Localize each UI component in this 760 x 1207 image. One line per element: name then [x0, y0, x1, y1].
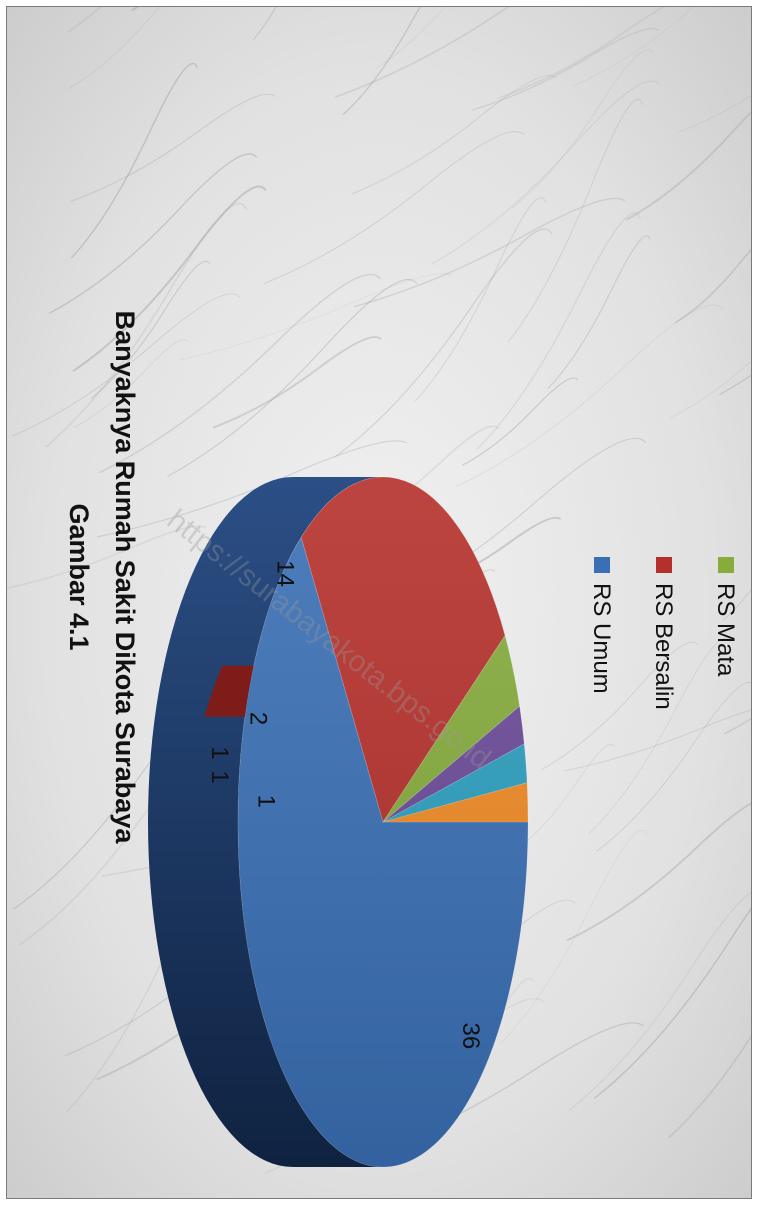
- marble-vein: [722, 589, 751, 621]
- marble-vein: [178, 273, 453, 361]
- marble-vein: [588, 638, 731, 835]
- marble-vein: [334, 228, 553, 458]
- marble-vein: [45, 202, 247, 448]
- marble-vein: [73, 339, 189, 429]
- marble-vein: [414, 197, 546, 402]
- marble-vein: [72, 185, 267, 373]
- marble-vein: [564, 709, 751, 772]
- legend-swatch: [656, 557, 672, 573]
- data-label-rs-jiwa: 1: [206, 746, 233, 759]
- marble-vein: [352, 75, 557, 195]
- marble-vein: [675, 248, 751, 324]
- data-label-rs-bersalin: 14: [271, 560, 298, 587]
- marble-vein: [472, 28, 660, 111]
- marble-vein: [70, 93, 276, 203]
- marble-vein: [96, 440, 408, 538]
- marble-vein: [596, 682, 751, 852]
- legend-label: RS Bersalin: [650, 583, 677, 710]
- marble-vein: [167, 279, 418, 477]
- legend-label: RS Umum: [588, 583, 615, 694]
- marble-vein: [547, 235, 651, 390]
- marble-vein: [511, 49, 654, 209]
- marble-vein: [625, 110, 751, 221]
- pie-depth-side: [148, 477, 383, 1167]
- legend-swatch: [718, 557, 734, 573]
- marble-vein: [7, 525, 207, 589]
- chart-subtitle: Banyaknya Rumah Sakit Dikota Surabaya: [110, 311, 140, 845]
- marble-vein: [593, 907, 751, 1099]
- marble-vein: [456, 304, 723, 487]
- marble-vein: [253, 7, 277, 41]
- chart-title: Gambar 4.1: [64, 503, 94, 650]
- chart-frame: Gambar 4.1 Banyaknya Rumah Sakit Dikota …: [6, 6, 752, 1199]
- marble-vein: [342, 7, 422, 116]
- data-label-rs-mata: 2: [244, 712, 271, 725]
- marble-vein: [99, 273, 382, 474]
- marble-vein: [566, 802, 751, 942]
- marble-vein: [335, 7, 510, 98]
- marble-vein: [212, 336, 382, 429]
- marble-vein: [678, 95, 751, 133]
- data-label-rs-bedah: 1: [252, 795, 279, 808]
- marble-vein: [461, 377, 579, 466]
- marble-vein: [12, 293, 240, 437]
- marble-vein: [541, 641, 699, 770]
- data-labels: 36 14 2 1 1 1: [206, 560, 484, 1049]
- data-label-rs-kanker: 1: [206, 770, 233, 783]
- marble-vein: [353, 197, 626, 308]
- pie-chart: Gambar 4.1 Banyaknya Rumah Sakit Dikota …: [7, 7, 751, 1198]
- marble-vein: [264, 131, 525, 284]
- marble-vein: [49, 153, 258, 314]
- legend-label: RS Mata: [712, 583, 739, 677]
- marble-vein: [668, 1034, 751, 1139]
- marble-vein: [669, 360, 751, 419]
- marble-vein: [515, 744, 615, 851]
- marble-vein: [431, 80, 660, 265]
- marble-vein: [375, 7, 446, 70]
- marble-vein: [90, 260, 211, 399]
- data-label-rs-umum: 36: [457, 1023, 484, 1050]
- marble-vein: [497, 7, 666, 100]
- marble-vein: [507, 98, 643, 343]
- slice-rs-bersalin-side: [204, 665, 254, 717]
- pie-top-shading: [238, 477, 528, 1167]
- marble-vein: [68, 7, 160, 89]
- chart-content: Gambar 4.1 Banyaknya Rumah Sakit Dikota …: [64, 311, 739, 1168]
- marble-vein: [70, 62, 198, 259]
- legend-swatch: [594, 557, 610, 573]
- marble-vein: [499, 829, 648, 1045]
- marble-vein: [571, 7, 695, 87]
- marble-vein: [569, 892, 751, 1111]
- marble-vein: [476, 212, 641, 450]
